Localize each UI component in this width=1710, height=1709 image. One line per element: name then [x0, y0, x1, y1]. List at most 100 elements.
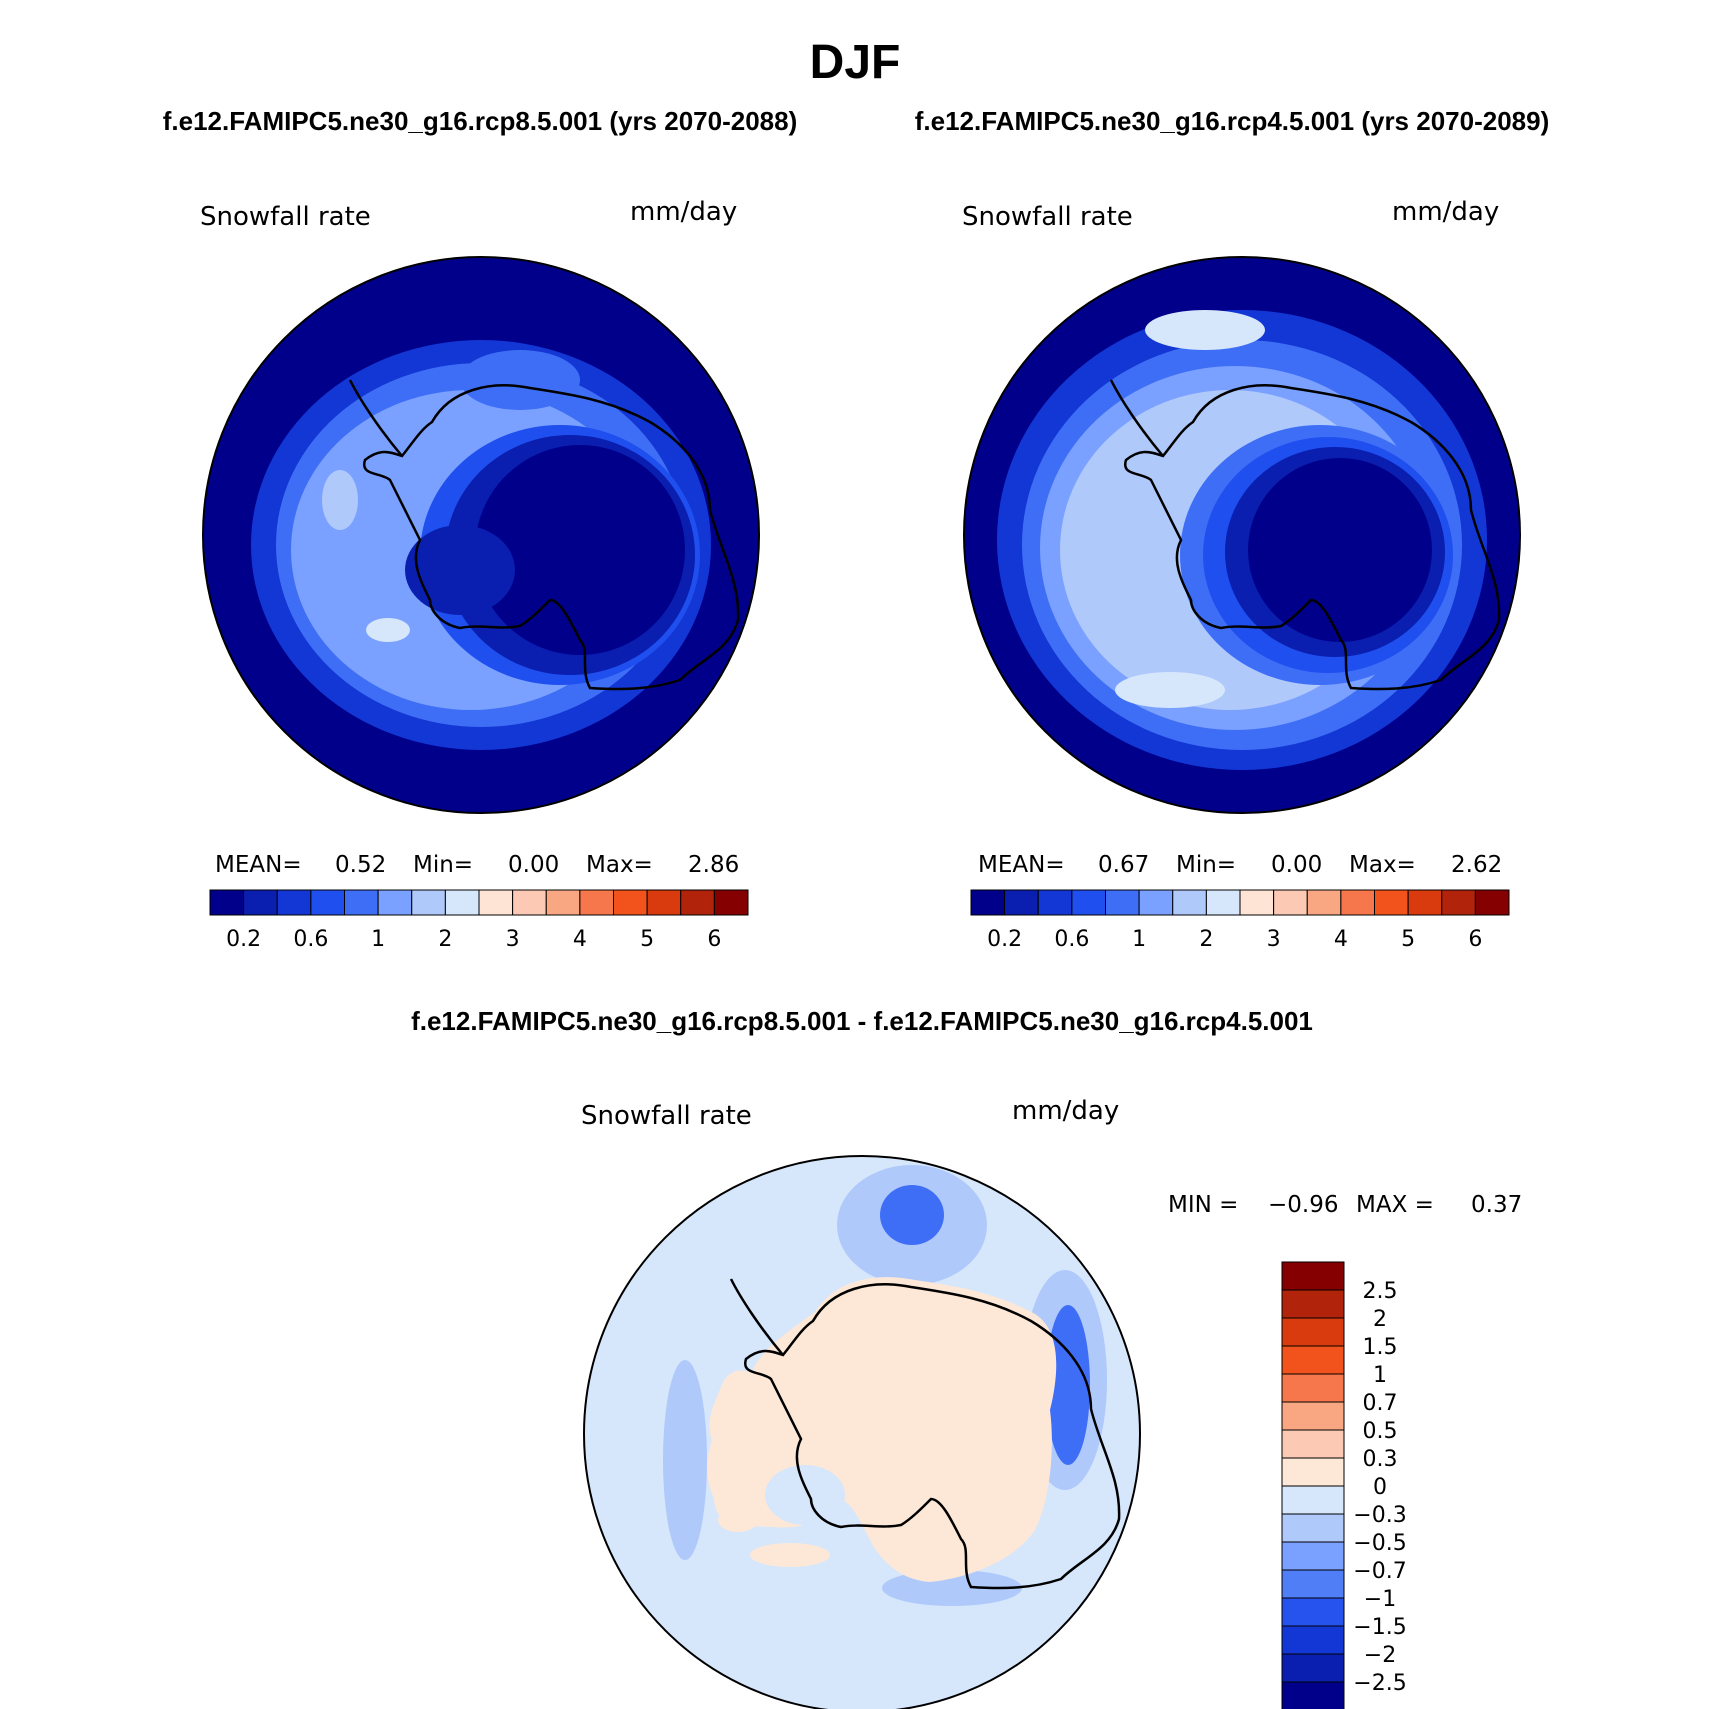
subtitle-left: f.e12.FAMIPC5.ne30_g16.rcp8.5.001 (yrs 2…	[163, 106, 798, 136]
colorbar-label: 6	[1468, 927, 1482, 952]
colorbar-box	[1071, 889, 1106, 916]
colorbar-label: −1.5	[1353, 1615, 1406, 1640]
colorbar-box	[713, 889, 749, 916]
colorbar-box	[344, 889, 379, 916]
map-panel-right: Snowfall rate mm/day MEAN= 0.67 Min= 0.0…	[962, 197, 1521, 952]
colorbar-box	[1474, 889, 1510, 916]
diff-min-label: MIN =	[1168, 1192, 1238, 1218]
colorbar-box	[1441, 889, 1476, 916]
mean-label: MEAN=	[978, 852, 1065, 878]
colorbar-box	[1281, 1513, 1345, 1543]
diff-max-value: 0.37	[1471, 1192, 1522, 1218]
colorbar-box	[1138, 889, 1174, 916]
colorbar-box	[613, 889, 648, 916]
colorbar-label: 6	[707, 927, 721, 952]
colorbar-box	[1281, 1569, 1345, 1599]
units-label: mm/day	[1392, 197, 1499, 227]
colorbar-label: −0.7	[1353, 1559, 1406, 1584]
polar-map	[203, 257, 759, 813]
colorbar-box	[276, 889, 312, 916]
colorbar-box	[1281, 1345, 1345, 1375]
colorbar-right: 0.2 0.6 1 2 3 4 5 6	[970, 889, 1510, 952]
min-value: 0.00	[508, 852, 559, 878]
min-label: Min=	[413, 852, 473, 878]
units-label: mm/day	[1012, 1096, 1119, 1126]
colorbar-label: 1.5	[1363, 1335, 1398, 1360]
colorbar-label: 0.7	[1363, 1391, 1398, 1416]
polar-map	[964, 257, 1520, 813]
difference-title: f.e12.FAMIPC5.ne30_g16.rcp8.5.001 - f.e1…	[411, 1006, 1313, 1036]
min-value: 0.00	[1271, 852, 1322, 878]
colorbar-label: −1	[1364, 1587, 1396, 1612]
colorbar-box	[1281, 1653, 1345, 1683]
colorbar-label: 5	[1401, 927, 1415, 952]
colorbar-box	[1407, 889, 1443, 916]
colorbar-label: 2.5	[1363, 1279, 1398, 1304]
diff-min-value: −0.96	[1268, 1192, 1338, 1218]
colorbar-difference: 2.5 2 1.5 1 0.7 0.5 0.3 0 −0.3 −0.5 −0.7 −1 −1.5 −2 −2…	[1281, 1261, 1407, 1709]
colorbar-label: 0.6	[293, 927, 328, 952]
subtitle-right: f.e12.FAMIPC5.ne30_g16.rcp4.5.001 (yrs 2…	[915, 106, 1550, 136]
colorbar-box	[411, 889, 446, 916]
max-value: 2.86	[688, 852, 739, 878]
colorbar-box	[1281, 1317, 1345, 1347]
variable-label: Snowfall rate	[581, 1101, 752, 1131]
colorbar-box	[579, 889, 614, 916]
colorbar-box	[1281, 1681, 1345, 1709]
mean-value: 0.67	[1098, 852, 1149, 878]
max-label: Max=	[1349, 852, 1416, 878]
min-label: Min=	[1176, 852, 1236, 878]
colorbar-label: 2	[1373, 1307, 1387, 1332]
colorbar-label: 1	[371, 927, 385, 952]
colorbar-box	[1281, 1597, 1345, 1627]
colorbar-label: 3	[1267, 927, 1281, 952]
colorbar-box	[646, 889, 682, 916]
colorbar-box	[1105, 889, 1140, 916]
colorbar-box	[1374, 889, 1409, 916]
colorbar-box	[1172, 889, 1207, 916]
colorbar-label: −0.5	[1353, 1531, 1406, 1556]
units-label: mm/day	[630, 197, 737, 227]
colorbar-label: −2.5	[1353, 1671, 1406, 1696]
colorbar-box	[1281, 1401, 1345, 1431]
colorbar-label: −2	[1364, 1643, 1396, 1668]
colorbar-label: 4	[573, 927, 587, 952]
diff-max-label: MAX =	[1356, 1192, 1434, 1218]
colorbar-box	[478, 889, 514, 916]
colorbar-box	[1281, 1457, 1345, 1487]
colorbar-box	[1306, 889, 1342, 916]
colorbar-box	[512, 889, 547, 916]
max-value: 2.62	[1451, 852, 1502, 878]
colorbar-box	[1281, 1373, 1345, 1403]
polar-map	[584, 1156, 1140, 1709]
colorbar-box	[377, 889, 413, 916]
colorbar-box	[1281, 1289, 1345, 1319]
colorbar-label: 2	[438, 927, 452, 952]
colorbar-box	[1037, 889, 1073, 916]
mean-label: MEAN=	[215, 852, 302, 878]
colorbar-label: 1	[1132, 927, 1146, 952]
colorbar-box	[680, 889, 715, 916]
colorbar-box	[1239, 889, 1275, 916]
variable-label: Snowfall rate	[962, 202, 1133, 232]
colorbar-box	[310, 889, 345, 916]
colorbar-box	[1205, 889, 1241, 916]
colorbar-label: 4	[1334, 927, 1348, 952]
colorbar-box	[444, 889, 480, 916]
colorbar-box	[1281, 1541, 1345, 1571]
colorbar-label: 1	[1373, 1363, 1387, 1388]
colorbar-label: 2	[1199, 927, 1213, 952]
colorbar-label: 0.5	[1363, 1419, 1398, 1444]
colorbar-box	[1004, 889, 1039, 916]
mean-value: 0.52	[335, 852, 386, 878]
colorbar-box	[1281, 1429, 1345, 1459]
colorbar-box	[209, 889, 245, 916]
colorbar-label: 5	[640, 927, 654, 952]
colorbar-label: −0.3	[1353, 1503, 1406, 1528]
colorbar-box	[1340, 889, 1375, 916]
colorbar-box	[1281, 1261, 1345, 1291]
colorbar-box	[970, 889, 1006, 916]
colorbar-label: 0.6	[1054, 927, 1089, 952]
colorbar-box	[1281, 1485, 1345, 1515]
